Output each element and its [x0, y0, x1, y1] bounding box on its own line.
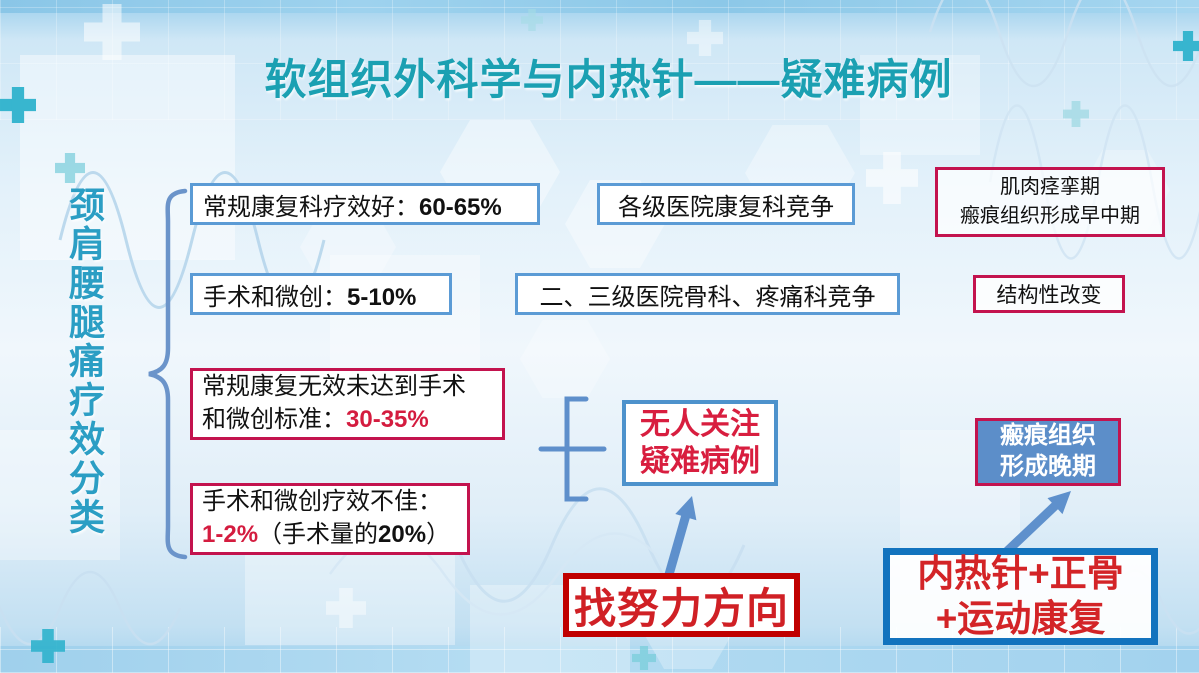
box-scar-tissue-late-stage: 瘢痕组织 形成晚期	[975, 418, 1121, 486]
bottom-border-band	[0, 646, 1199, 673]
box-line2: 瘢痕组织形成早中期	[960, 205, 1140, 227]
box-line1: 常规康复无效未达到手术	[202, 374, 466, 401]
top-border-band	[0, 0, 1199, 13]
medical-cross-icon	[866, 152, 918, 204]
box-hospital-rehab-competition: 各级医院康复科竞争	[597, 183, 855, 225]
box-ortho-pain-competition: 二、三级医院骨科、疼痛科竞争	[515, 273, 900, 315]
box-paren-suffix: ）	[426, 521, 451, 548]
box-structural-change: 结构性改变	[973, 275, 1125, 313]
box-value: 1-2%	[202, 520, 259, 548]
box-muscle-spasm-stage: 肌肉痉挛期 瘢痕组织形成早中期	[935, 167, 1165, 237]
deco-rect	[0, 430, 120, 560]
box-label: 常规康复科疗效好：	[203, 194, 419, 221]
group-bracket	[538, 396, 607, 502]
box-surgery-rate: 手术和微创：5-10%	[190, 273, 452, 315]
box-line2: +运动康复	[935, 597, 1106, 639]
box-no-attention-difficult-cases: 无人关注 疑难病例	[622, 400, 778, 486]
box-line1: 肌肉痉挛期	[1000, 176, 1100, 198]
box-surgery-poor-outcome: 手术和微创疗效不佳： 1-2%（手术量的20%）	[190, 483, 470, 555]
box-label: 二、三级医院骨科、疼痛科竞争	[539, 284, 876, 311]
box-rehab-good: 常规康复科疗效好：60-65%	[190, 183, 540, 225]
box-line1: 瘢痕组织	[1000, 422, 1096, 449]
deco-rect	[245, 545, 455, 645]
box-paren-value: 20%	[378, 520, 427, 548]
category-side-label: 颈肩腰腿痛疗效分类	[64, 186, 105, 537]
box-line2: 和微创标准：	[202, 406, 346, 433]
box-line1: 内热针+正骨	[917, 553, 1124, 595]
slide-title: 软组织外科学与内热针——疑难病例	[264, 56, 953, 103]
box-label: 各级医院康复科竞争	[618, 194, 834, 221]
deco-hexagon	[520, 320, 610, 398]
box-find-direction: 找努力方向	[563, 573, 800, 637]
box-label: 手术和微创：	[203, 284, 347, 311]
box-value: 60-65%	[419, 193, 502, 221]
box-value: 5-10%	[347, 283, 417, 311]
box-line2: 形成晚期	[1000, 454, 1096, 480]
box-label: 结构性改变	[996, 283, 1102, 307]
box-value: 30-35%	[346, 405, 429, 433]
box-line1: 无人关注	[640, 407, 760, 441]
box-line1: 手术和微创疗效不佳：	[202, 489, 442, 516]
box-paren-prefix: （手术量的	[258, 521, 379, 548]
box-rehab-ineffective: 常规康复无效未达到手术 和微创标准：30-35%	[190, 368, 505, 440]
box-label: 找努力方向	[573, 584, 789, 632]
box-line2: 疑难病例	[640, 445, 760, 478]
box-treatment-plan: 内热针+正骨 +运动康复	[883, 548, 1158, 645]
